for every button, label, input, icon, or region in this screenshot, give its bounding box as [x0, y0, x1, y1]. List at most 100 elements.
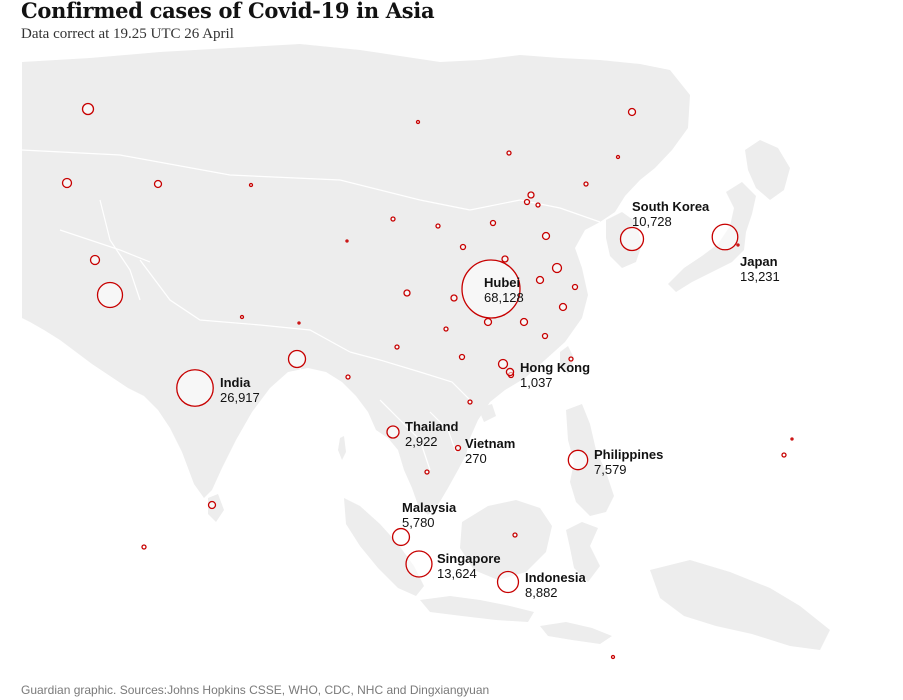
- border-line: [139, 259, 351, 353]
- minor-case-marker: [558, 302, 568, 312]
- minor-case-marker: [345, 239, 349, 243]
- minor-case-marker: [527, 191, 535, 199]
- minor-case-marker: [519, 317, 529, 327]
- minor-case-marker: [96, 281, 124, 309]
- minor-case-marker: [571, 283, 579, 291]
- minor-case-marker: [153, 179, 163, 189]
- border-line: [349, 351, 471, 401]
- minor-case-marker: [615, 154, 621, 160]
- minor-case-marker: [535, 202, 541, 208]
- bubble-hubei: [461, 259, 521, 319]
- minor-case-marker: [345, 374, 351, 380]
- minor-case-marker: [61, 177, 73, 189]
- label-indonesia-cases: 8,882: [525, 585, 558, 600]
- minor-case-marker: [424, 469, 430, 475]
- label-thailand-cases: 2,922: [405, 434, 438, 449]
- label-philippines-name: Philippines: [594, 447, 663, 462]
- minor-case-marker: [489, 219, 497, 227]
- minor-case-marker: [541, 332, 549, 340]
- minor-case-marker: [583, 181, 589, 187]
- label-indonesia-name: Indonesia: [525, 570, 586, 585]
- minor-case-marker: [287, 349, 307, 369]
- label-hubei-cases: 68,128: [484, 290, 524, 305]
- label-japan-cases: 13,231: [740, 269, 780, 284]
- bubble-malaysia: [391, 527, 411, 547]
- minor-case-marker: [790, 437, 794, 441]
- hainan: [478, 404, 496, 422]
- minor-case-marker: [458, 353, 466, 361]
- minor-case-marker: [403, 289, 411, 297]
- label-south-korea-name: South Korea: [632, 199, 710, 214]
- sumatra: [344, 498, 424, 596]
- minor-case-marker: [501, 255, 509, 263]
- label-thailand-name: Thailand: [405, 419, 459, 434]
- minor-case-marker: [459, 243, 467, 251]
- bubble-japan: [711, 223, 739, 251]
- minor-case-marker: [81, 102, 95, 116]
- border-line: [379, 399, 431, 471]
- label-india-name: India: [220, 375, 251, 390]
- minor-case-marker: [568, 356, 574, 362]
- minor-case-marker: [610, 654, 616, 660]
- minor-case-marker: [781, 452, 787, 458]
- borneo: [460, 500, 552, 580]
- minor-case-marker: [89, 254, 101, 266]
- minor-case-marker: [443, 326, 449, 332]
- source-credit: Guardian graphic. Sources:Johns Hopkins …: [21, 683, 490, 697]
- border-line: [429, 411, 457, 453]
- minor-case-marker: [551, 262, 563, 274]
- minor-case-marker: [523, 198, 531, 206]
- label-south-korea-cases: 10,728: [632, 214, 672, 229]
- minor-case-marker: [541, 231, 551, 241]
- label-japan-name: Japan: [740, 254, 778, 269]
- country-borders: [21, 149, 601, 471]
- border-line: [99, 199, 141, 301]
- label-india-cases: 26,917: [220, 390, 260, 405]
- label-vietnam-cases: 270: [465, 451, 487, 466]
- java: [420, 596, 534, 622]
- bubble-thailand: [386, 425, 400, 439]
- label-hong-kong-name: Hong Kong: [520, 360, 590, 375]
- minor-case-marker: [435, 223, 441, 229]
- minor-case-marker: [535, 275, 545, 285]
- minor-case-marker: [248, 182, 254, 188]
- minor-case-marker: [467, 399, 473, 405]
- bubble-india: [176, 369, 214, 407]
- sulawesi: [566, 522, 600, 582]
- japan-landmass: [668, 182, 756, 292]
- minor-case-marker: [736, 243, 740, 247]
- minor-case-marker: [450, 294, 458, 302]
- bubble-indonesia: [496, 570, 520, 594]
- lesser-sunda: [540, 622, 612, 644]
- label-singapore-name: Singapore: [437, 551, 501, 566]
- bubble-philippines: [567, 449, 589, 471]
- label-singapore-cases: 13,624: [437, 566, 477, 581]
- new-guinea: [650, 560, 830, 650]
- minor-case-marker: [512, 532, 518, 538]
- label-hubei-name: Hubei: [484, 275, 520, 290]
- andaman-islands: [338, 436, 346, 460]
- minor-case-marker: [239, 314, 245, 320]
- minor-case-marker: [506, 150, 512, 156]
- minor-case-marker: [483, 317, 493, 327]
- label-philippines-cases: 7,579: [594, 462, 627, 477]
- minor-case-marker: [390, 216, 396, 222]
- minor-case-marker: [141, 544, 147, 550]
- label-hong-kong-cases: 1,037: [520, 375, 553, 390]
- minor-case-marker: [627, 107, 637, 117]
- border-line: [59, 229, 151, 263]
- minor-case-marker: [415, 119, 421, 125]
- case-bubbles: [61, 102, 794, 660]
- label-vietnam-name: Vietnam: [465, 436, 515, 451]
- bubble-singapore: [405, 550, 433, 578]
- border-line: [299, 367, 311, 421]
- map-subtitle: Data correct at 19.25 UTC 26 April: [21, 26, 234, 42]
- minor-case-marker: [497, 358, 509, 370]
- taiwan: [560, 346, 574, 374]
- bubble-hong-kong: [505, 367, 515, 377]
- map-title: Confirmed cases of Covid-19 in Asia: [21, 0, 435, 23]
- philippines-landmass: [566, 404, 614, 516]
- border-line: [21, 149, 471, 211]
